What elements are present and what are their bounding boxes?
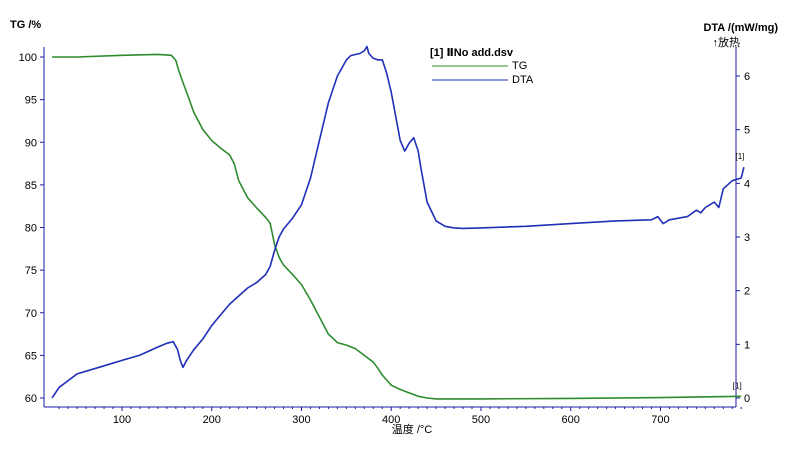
y-left-tick-label: 80 — [25, 223, 37, 235]
dta-end-marker: [1] — [735, 152, 744, 161]
y-right-tick-label: 3 — [744, 232, 750, 244]
x-tick-label: 700 — [651, 414, 669, 426]
legend: [1] ⅡNo add.dsv TG DTA — [430, 47, 534, 86]
x-axis-title: 温度 /°C — [392, 422, 433, 436]
x-tick-label: 200 — [203, 414, 221, 426]
y-left-tick-label: 65 — [25, 350, 37, 362]
y-left-tick-label: 100 — [19, 52, 37, 64]
y-right-axis-subtitle: ↑放热 — [713, 35, 741, 49]
y-right-tick-label: 6 — [744, 71, 750, 83]
legend-label-dta: DTA — [512, 74, 534, 86]
y-left-tick-label: 75 — [25, 265, 37, 277]
tg-end-marker: [1] — [733, 381, 742, 390]
y-right-axis-title: DTA /(mW/mg) — [703, 22, 778, 34]
y-left-tick-label: 60 — [25, 393, 37, 405]
y-right-tick-label: 1 — [744, 339, 750, 351]
series-line-dta — [51, 45, 745, 399]
end-markers: [1] [1] — [733, 152, 745, 390]
y-right-tick-label: 4 — [744, 178, 750, 190]
x-tick-label: 300 — [292, 414, 310, 426]
y-left-axis-title: TG /% — [10, 19, 41, 31]
legend-title: [1] ⅡNo add.dsv — [430, 47, 514, 59]
y-left-tick-label: 70 — [25, 308, 37, 320]
x-tick-label: 400 — [382, 414, 400, 426]
y-left-tick-label: 85 — [25, 180, 37, 192]
y-left-tick-label: 90 — [25, 137, 37, 149]
y-right-tick-label: 5 — [744, 125, 750, 137]
series — [51, 45, 745, 400]
y-right-tick-label: 0 — [744, 393, 750, 405]
x-tick-label: 600 — [562, 414, 580, 426]
x-tick-label: 100 — [113, 414, 131, 426]
axes: 100 200 300 400 500 600 7006065707580859095100… — [19, 47, 750, 426]
series-line-tg — [52, 53, 742, 400]
x-tick-label: 500 — [472, 414, 490, 426]
legend-label-tg: TG — [512, 60, 527, 72]
y-left-tick-label: 95 — [25, 95, 37, 107]
y-right-tick-label: 2 — [744, 286, 750, 298]
